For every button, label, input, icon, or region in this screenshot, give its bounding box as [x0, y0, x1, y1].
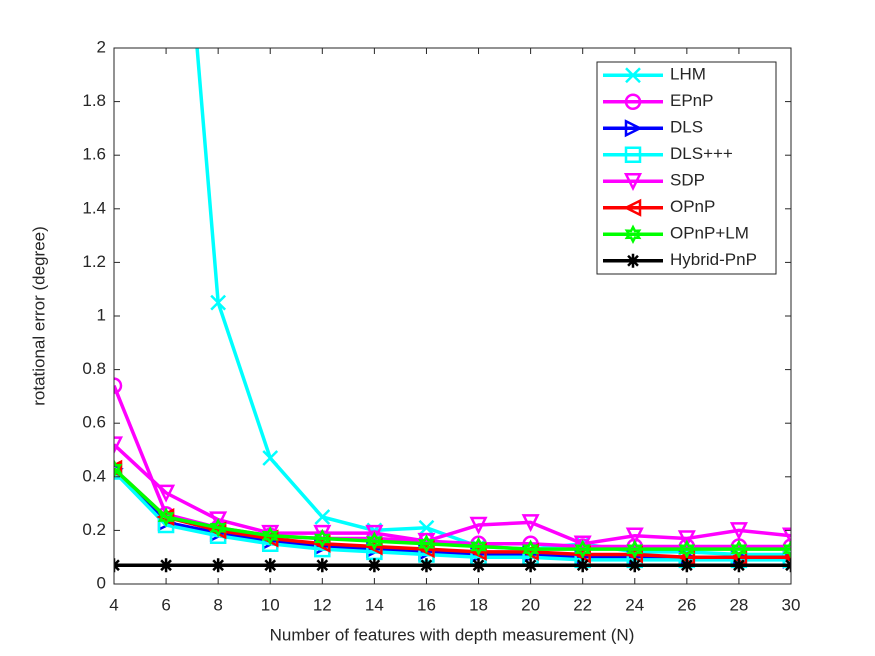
- x-tick-label: 10: [261, 595, 280, 614]
- marker: [729, 522, 748, 541]
- marker: [365, 524, 384, 543]
- marker: [114, 377, 123, 394]
- marker: [626, 539, 644, 559]
- marker: [782, 539, 791, 559]
- marker: [575, 558, 590, 573]
- x-tick-label: 8: [213, 595, 222, 614]
- series-line: [195, 48, 791, 557]
- marker: [625, 527, 644, 546]
- x-axis-label: Number of features with depth measuremen…: [270, 625, 635, 644]
- x-tick-label: 16: [417, 595, 436, 614]
- marker: [781, 527, 791, 546]
- legend-label: EPnP: [670, 91, 713, 110]
- marker: [624, 146, 642, 163]
- plot: [114, 48, 791, 573]
- legend: LHM EPnP DLS DLS+++ SDP OPnP OPnP+LM Hybrid-PnP: [596, 61, 777, 275]
- x-tick-label: 4: [109, 595, 118, 614]
- series-line: [114, 470, 791, 562]
- marker: [677, 530, 696, 549]
- x-tick-label: 30: [782, 595, 801, 614]
- marker: [730, 539, 748, 559]
- marker: [314, 509, 331, 525]
- x-tick-label: 26: [677, 595, 696, 614]
- legend-label: DLS+++: [670, 144, 733, 163]
- marker: [114, 459, 123, 479]
- marker: [263, 558, 278, 573]
- legend-label: LHM: [670, 65, 706, 84]
- series-line: [114, 443, 791, 546]
- marker: [157, 484, 176, 503]
- marker: [365, 531, 383, 551]
- y-tick-label: 0.4: [82, 466, 106, 485]
- marker: [367, 558, 382, 573]
- legend-label: OPnP+LM: [670, 224, 749, 243]
- marker: [623, 198, 642, 217]
- marker: [210, 294, 227, 311]
- x-tick-label: 14: [365, 595, 384, 614]
- marker: [522, 539, 540, 559]
- x-tick-label: 22: [573, 595, 592, 614]
- legend-label: SDP: [670, 171, 705, 190]
- marker: [623, 173, 643, 192]
- marker: [209, 511, 228, 530]
- x-tick-label: 20: [521, 595, 540, 614]
- marker: [315, 558, 330, 573]
- y-tick-label: 1: [97, 305, 106, 324]
- y-tick-label: 0.6: [82, 413, 106, 432]
- marker: [678, 539, 696, 559]
- y-axis-label: rotational error (degree): [29, 226, 48, 406]
- marker: [624, 119, 643, 138]
- marker: [626, 253, 640, 268]
- x-tick-label: 28: [729, 595, 748, 614]
- marker: [313, 528, 331, 549]
- marker: [419, 558, 434, 573]
- x-tick-label: 24: [625, 595, 644, 614]
- y-tick-label: 0.2: [82, 520, 106, 539]
- series-line: [114, 467, 791, 551]
- marker: [627, 558, 642, 573]
- marker: [211, 558, 226, 573]
- y-tick-label: 0.8: [82, 359, 106, 378]
- marker: [418, 534, 435, 554]
- y-tick-label: 1.8: [82, 91, 106, 110]
- x-tick-label: 18: [469, 595, 488, 614]
- y-tick-label: 1.2: [82, 252, 106, 271]
- marker: [469, 516, 488, 535]
- marker: [471, 558, 486, 573]
- marker: [523, 558, 538, 573]
- y-tick-label: 0: [97, 573, 106, 592]
- marker: [313, 524, 332, 543]
- marker: [624, 224, 642, 244]
- legend-label: DLS: [670, 118, 703, 137]
- legend-label: OPnP: [670, 197, 715, 216]
- marker: [159, 558, 174, 573]
- y-tick-label: 1.4: [82, 198, 106, 217]
- marker: [521, 514, 540, 533]
- marker: [470, 536, 487, 557]
- marker: [418, 519, 435, 536]
- marker: [573, 535, 592, 554]
- marker: [209, 518, 227, 538]
- marker: [731, 558, 746, 573]
- axes: 4 6 8 10 12 14 16 18 20 22 24 26 28 30 0 0.2 0.4 0.6 0.8 1 1…: [82, 37, 800, 614]
- y-tick-label: 2: [97, 37, 106, 56]
- y-tick-label: 1.6: [82, 145, 106, 164]
- marker: [157, 507, 175, 527]
- marker: [114, 459, 123, 478]
- marker: [624, 93, 642, 110]
- marker: [574, 539, 592, 559]
- x-tick-label: 12: [313, 595, 332, 614]
- marker: [625, 67, 641, 84]
- marker: [679, 558, 694, 573]
- marker: [262, 450, 279, 466]
- marker: [261, 526, 279, 546]
- legend-label: Hybrid-PnP: [670, 250, 757, 269]
- x-tick-label: 6: [161, 595, 170, 614]
- marker: [114, 436, 124, 455]
- marker: [782, 551, 791, 569]
